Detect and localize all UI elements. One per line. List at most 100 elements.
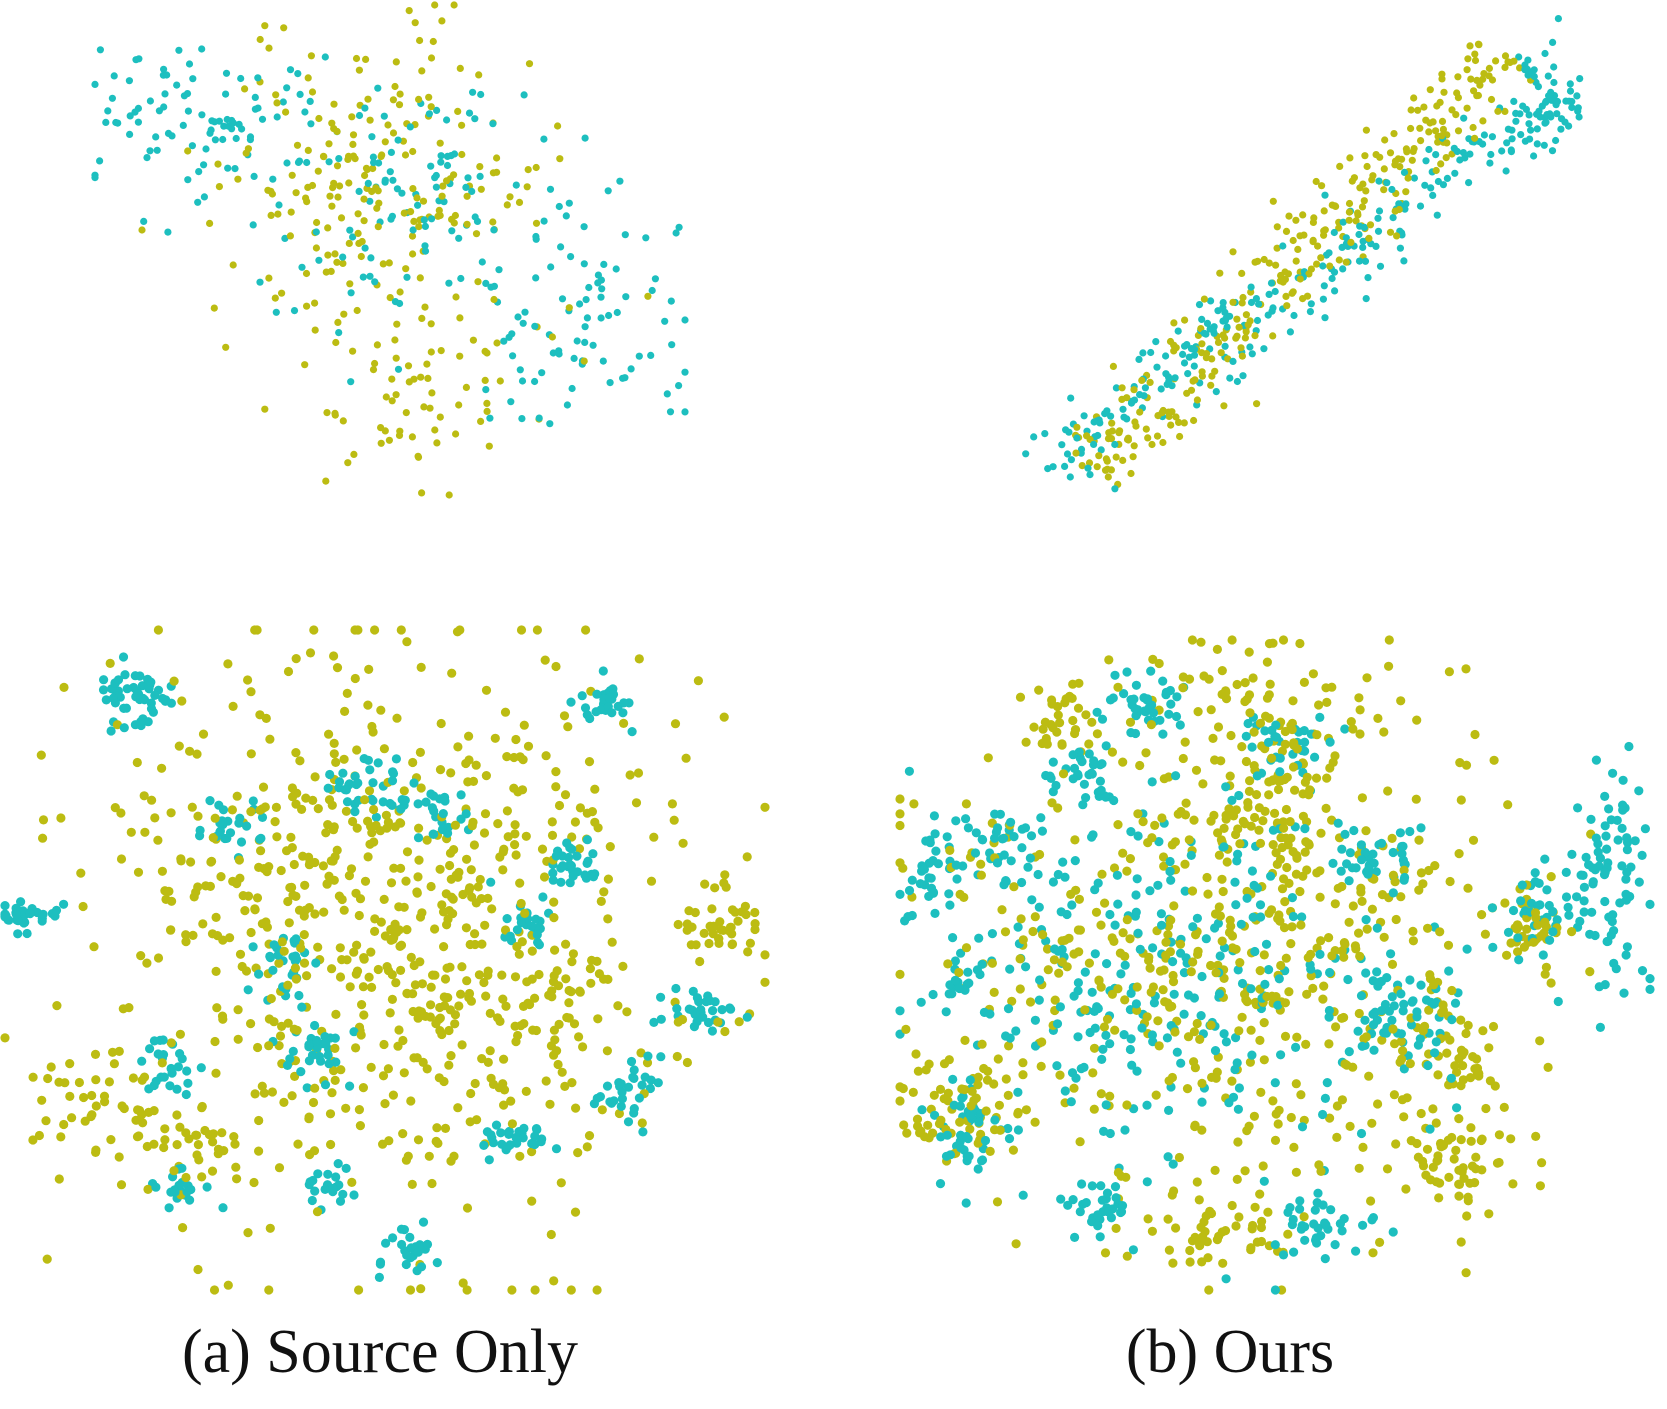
scatter-point-olive <box>1258 1161 1268 1171</box>
scatter-point-cyan <box>588 872 599 882</box>
scatter-point-olive <box>178 1223 188 1233</box>
scatter-point-cyan <box>1618 775 1628 785</box>
scatter-point-cyan <box>1330 1240 1340 1250</box>
scatter-point-olive <box>399 786 409 796</box>
scatter-point-cyan <box>1553 996 1563 1007</box>
scatter-point-cyan <box>1387 1015 1397 1025</box>
scatter-point-olive <box>965 1124 975 1134</box>
scatter-point-olive <box>1213 960 1223 970</box>
scatter-point-cyan <box>948 933 958 943</box>
scatter-point-cyan <box>1400 257 1408 265</box>
scatter-point-olive <box>1432 166 1440 175</box>
scatter-point-olive <box>1133 809 1143 819</box>
scatter-point-cyan <box>928 989 938 1000</box>
scatter-point-cyan <box>1166 875 1176 885</box>
scatter-point-olive <box>1312 730 1322 740</box>
scatter-point-olive <box>1159 774 1169 784</box>
scatter-point-cyan <box>462 183 470 191</box>
scatter-point-olive <box>581 625 591 635</box>
scatter-point-cyan <box>961 1198 971 1208</box>
scatter-point-olive <box>545 1099 555 1109</box>
scatter-point-olive <box>250 625 260 635</box>
scatter-point-cyan <box>394 136 402 144</box>
scatter-point-olive <box>1503 800 1513 810</box>
scatter-point-olive <box>380 1099 390 1109</box>
scatter-point-olive <box>415 223 423 231</box>
scatter-point-olive <box>265 274 273 282</box>
scatter-point-cyan <box>215 826 225 836</box>
scatter-point-olive <box>1301 1039 1311 1049</box>
scatter-point-olive <box>564 985 574 996</box>
scatter-point-olive <box>246 687 256 697</box>
scatter-point-olive <box>1468 835 1479 845</box>
scatter-point-cyan <box>1237 978 1248 989</box>
scatter-point-olive <box>1327 682 1337 692</box>
scatter-point-cyan <box>1645 899 1655 910</box>
scatter-point-cyan <box>1425 1124 1435 1134</box>
scatter-point-cyan <box>990 1115 1000 1125</box>
scatter-point-cyan <box>626 1056 637 1067</box>
scatter-point-cyan <box>1097 759 1107 769</box>
scatter-point-olive <box>587 807 598 817</box>
scatter-point-cyan <box>314 1051 324 1062</box>
scatter-point-cyan <box>1101 1100 1111 1110</box>
scatter-point-cyan <box>1313 1188 1323 1198</box>
scatter-point-olive <box>1448 106 1456 114</box>
scatter-point-cyan <box>125 77 133 85</box>
scatter-point-cyan <box>387 215 395 223</box>
scatter-point-cyan <box>482 279 490 287</box>
scatter-point-olive <box>481 685 492 695</box>
scatter-point-cyan <box>1408 996 1418 1006</box>
scatter-point-cyan <box>1034 995 1044 1005</box>
scatter-point-olive <box>1330 751 1340 761</box>
scatter-point-cyan <box>1120 1125 1130 1135</box>
scatter-point-cyan <box>599 357 607 365</box>
scatter-point-cyan <box>303 158 311 167</box>
scatter-point-olive <box>1287 724 1297 735</box>
scatter-point-olive <box>1412 715 1422 725</box>
scatter-point-cyan <box>126 130 134 138</box>
scatter-point-olive <box>1154 1041 1164 1051</box>
scatter-point-olive <box>257 804 267 814</box>
scatter-point-olive <box>1250 812 1260 823</box>
scatter-point-olive <box>243 1228 253 1238</box>
scatter-point-olive <box>310 1083 320 1093</box>
scatter-point-olive <box>283 980 293 990</box>
scatter-point-olive <box>302 269 311 278</box>
scatter-point-olive <box>302 194 310 202</box>
scatter-point-olive <box>293 1139 303 1149</box>
scatter-point-olive <box>99 1091 110 1101</box>
scatter-point-olive <box>431 1136 441 1146</box>
scatter-point-cyan <box>1446 1073 1456 1083</box>
scatter-point-olive <box>277 1021 287 1031</box>
scatter-point-cyan <box>338 1189 348 1199</box>
scatter-point-olive <box>1203 889 1213 899</box>
scatter-point-olive <box>681 753 691 763</box>
scatter-point-cyan <box>1330 228 1338 237</box>
scatter-point-olive <box>246 807 256 817</box>
scatter-point-olive <box>1187 886 1198 896</box>
scatter-point-olive <box>1100 898 1110 908</box>
scatter-point-cyan <box>206 129 214 137</box>
scatter-point-cyan <box>1617 823 1627 834</box>
scatter-point-olive <box>1198 368 1206 376</box>
scatter-point-cyan <box>971 828 981 838</box>
scatter-point-cyan <box>1340 829 1350 840</box>
scatter-point-cyan <box>616 177 624 185</box>
scatter-point-olive <box>134 1131 144 1141</box>
scatter-point-cyan <box>1566 87 1575 95</box>
scatter-point-cyan <box>1383 179 1391 187</box>
scatter-point-olive <box>715 917 725 927</box>
scatter-point-olive <box>1138 817 1148 827</box>
scatter-point-olive <box>217 1011 228 1021</box>
scatter-point-olive <box>1273 223 1281 231</box>
scatter-point-olive <box>1269 197 1277 205</box>
scatter-point-cyan <box>1562 97 1570 105</box>
scatter-point-olive <box>116 1180 127 1190</box>
scatter-point-olive <box>1348 901 1358 911</box>
scatter-point-olive <box>322 477 330 485</box>
scatter-point-cyan <box>948 1074 958 1084</box>
scatter-point-cyan <box>1260 726 1270 736</box>
scatter-point-olive <box>166 808 176 818</box>
scatter-point-cyan <box>1321 191 1329 199</box>
